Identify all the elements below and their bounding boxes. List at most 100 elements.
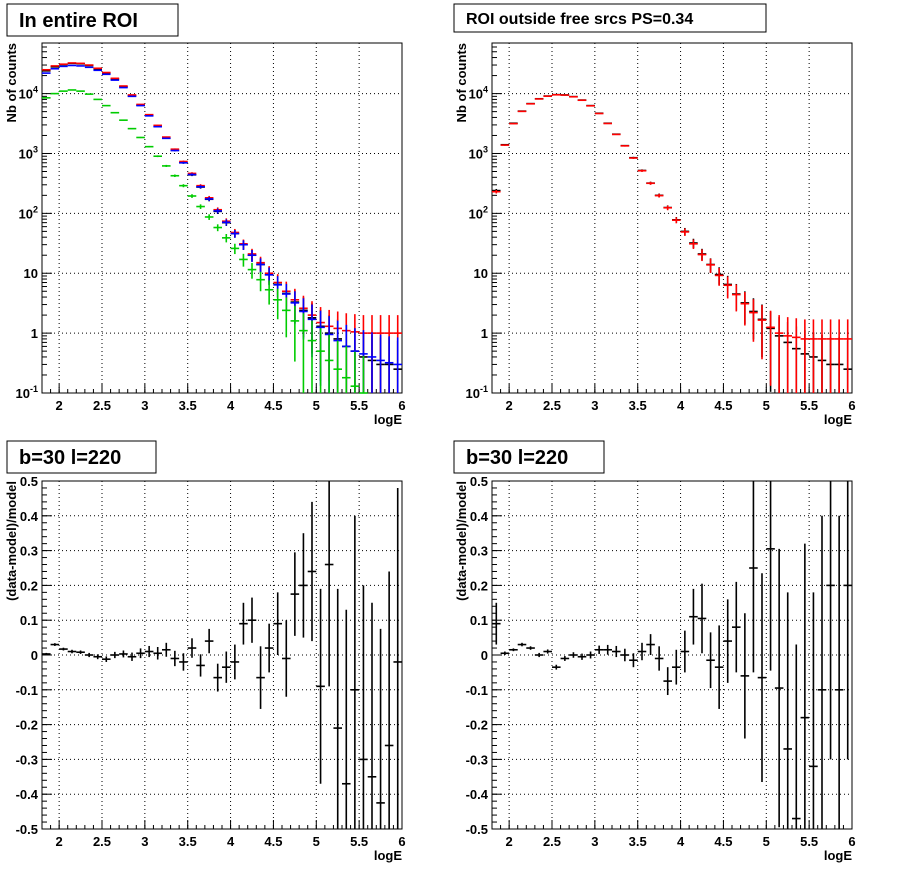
x-tick-label: 3 bbox=[591, 398, 598, 413]
data-point bbox=[50, 643, 60, 646]
data-point bbox=[843, 319, 852, 393]
x-tick-label: 5 bbox=[313, 834, 320, 849]
x-tick-label: 3.5 bbox=[179, 398, 197, 413]
data-point bbox=[774, 315, 784, 393]
data-point bbox=[110, 651, 120, 659]
data-point bbox=[826, 481, 835, 760]
data-point bbox=[136, 648, 145, 659]
y-tick-label: 10-1 bbox=[16, 384, 38, 401]
data-point bbox=[376, 334, 385, 393]
data-point bbox=[560, 94, 570, 96]
data-point bbox=[534, 98, 544, 100]
data-point bbox=[783, 317, 792, 393]
data-point bbox=[204, 197, 214, 202]
series-3 bbox=[42, 89, 368, 394]
data-point bbox=[586, 651, 595, 659]
data-point bbox=[543, 95, 552, 97]
data-point bbox=[723, 276, 732, 299]
y-tick-label: -0.4 bbox=[16, 787, 39, 802]
data-point bbox=[84, 93, 94, 95]
data-point bbox=[213, 208, 222, 214]
data-point bbox=[757, 305, 767, 360]
panel-title: ROI outside free srcs PS=0.34 bbox=[466, 11, 693, 28]
data-point bbox=[637, 169, 647, 172]
data-point bbox=[376, 628, 385, 829]
x-tick-label: 6 bbox=[848, 834, 855, 849]
data-point bbox=[526, 646, 535, 650]
data-point bbox=[680, 630, 690, 673]
x-axis-label: logE bbox=[374, 412, 402, 427]
y-tick-label: -0.5 bbox=[16, 822, 38, 837]
data-point bbox=[247, 249, 257, 262]
data-point bbox=[367, 332, 377, 393]
data-point bbox=[324, 481, 334, 687]
data-point bbox=[817, 515, 827, 829]
y-tick-label: 104 bbox=[19, 85, 38, 102]
y-tick-label: -0.3 bbox=[16, 752, 38, 767]
data-point bbox=[179, 184, 188, 188]
data-point bbox=[204, 628, 214, 654]
residual-series bbox=[42, 481, 402, 829]
y-tick-label: 103 bbox=[469, 144, 488, 161]
data-point bbox=[136, 136, 145, 139]
data-point bbox=[136, 103, 145, 106]
y-tick-label: 0.2 bbox=[470, 578, 488, 593]
data-point bbox=[50, 92, 60, 95]
data-point bbox=[834, 515, 844, 829]
data-point bbox=[817, 319, 827, 393]
panel-title: b=30 l=220 bbox=[19, 447, 121, 469]
data-point bbox=[663, 667, 672, 696]
data-point bbox=[800, 319, 810, 393]
data-point bbox=[500, 651, 510, 655]
x-tick-label: 2 bbox=[506, 398, 513, 413]
data-point bbox=[222, 233, 231, 243]
data-point bbox=[757, 573, 767, 783]
data-point bbox=[809, 592, 818, 829]
data-point bbox=[594, 112, 604, 115]
data-point bbox=[654, 193, 664, 198]
y-tick-label: 104 bbox=[469, 85, 488, 102]
x-tick-label: 4 bbox=[227, 834, 235, 849]
data-point bbox=[697, 249, 707, 262]
x-tick-label: 2.5 bbox=[93, 398, 111, 413]
data-point bbox=[230, 644, 240, 680]
x-tick-label: 5 bbox=[763, 834, 770, 849]
data-point bbox=[256, 258, 265, 273]
data-point bbox=[153, 124, 162, 127]
data-point bbox=[144, 115, 154, 117]
data-point bbox=[333, 340, 342, 393]
data-point bbox=[59, 647, 68, 651]
data-point bbox=[144, 113, 154, 116]
x-tick-label: 5.5 bbox=[350, 398, 368, 413]
data-point bbox=[732, 284, 741, 312]
data-point bbox=[654, 646, 664, 671]
data-point bbox=[517, 110, 527, 113]
y-tick-label: 0.2 bbox=[20, 578, 38, 593]
data-point bbox=[612, 645, 621, 658]
x-tick-label: 5.5 bbox=[800, 834, 818, 849]
data-point bbox=[646, 181, 655, 185]
data-point bbox=[307, 501, 317, 642]
y-tick-label: 0 bbox=[31, 648, 38, 663]
data-point bbox=[393, 487, 402, 829]
y-tick-label: 10-1 bbox=[466, 384, 488, 401]
y-tick-label: 102 bbox=[469, 204, 488, 221]
y-tick-label: 103 bbox=[19, 144, 38, 161]
data-point bbox=[144, 145, 154, 148]
data-point bbox=[569, 95, 578, 98]
x-tick-label: 6 bbox=[398, 398, 405, 413]
data-point bbox=[102, 656, 111, 662]
data-point bbox=[127, 652, 137, 661]
x-tick-label: 3.5 bbox=[629, 834, 647, 849]
data-point bbox=[239, 253, 248, 267]
data-point bbox=[723, 599, 732, 683]
panel-counts-outside-free-srcs: 2 2.5 3 3.5 4 4.5 5 5.5 6 10-1 1 10 102 103 104 logE N… bbox=[453, 3, 856, 427]
data-point bbox=[680, 228, 690, 236]
y-tick-label: 0.3 bbox=[470, 544, 488, 559]
data-point bbox=[740, 292, 750, 326]
x-tick-label: 4 bbox=[677, 398, 685, 413]
y-tick-label: 10 bbox=[24, 266, 38, 281]
y-axis-label: (data-model)/model bbox=[4, 481, 19, 601]
data-point bbox=[689, 239, 698, 249]
data-point bbox=[620, 648, 630, 662]
